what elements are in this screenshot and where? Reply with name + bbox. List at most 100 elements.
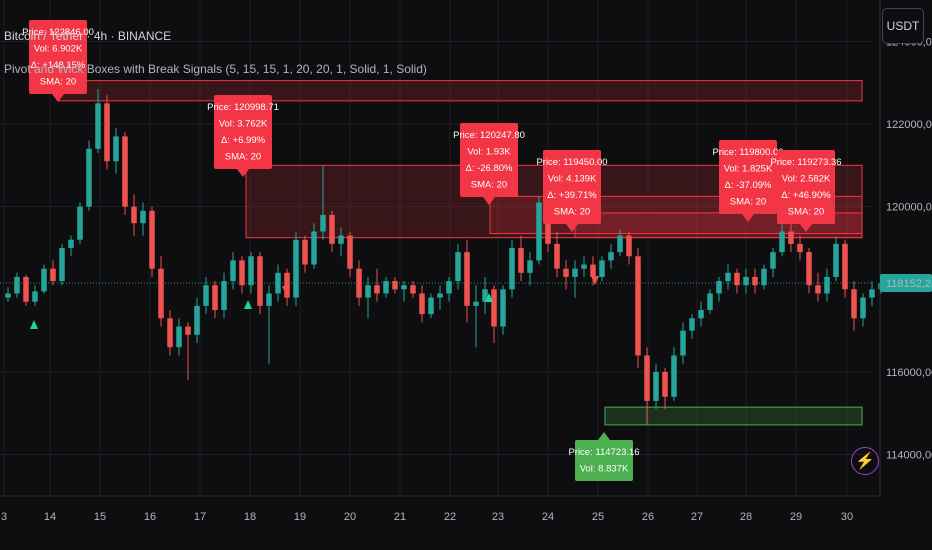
pivot-labels: Price: 122846.00 Vol: 6.902K Δ: +148.15% SM… [22, 20, 842, 481]
price-axis[interactable]: 124000,00122000,00120000,00116000,001140… [879, 0, 932, 496]
candle-body [32, 291, 38, 302]
label-line: SMA: 20 [225, 152, 261, 163]
candle-body [725, 272, 731, 282]
candle-body [311, 231, 317, 265]
candle-body [842, 243, 848, 290]
break-up-marker [485, 293, 493, 302]
candle-body [59, 248, 65, 282]
label-box [214, 95, 272, 169]
label-line: Vol: 6.902K [34, 44, 83, 55]
candle-body [788, 231, 794, 244]
candle-body [401, 285, 407, 290]
candlestick-series [5, 89, 884, 425]
candle-body [167, 318, 173, 348]
label-line: Δ: +46.90% [781, 190, 831, 201]
candle-body [707, 293, 713, 310]
candle-body [131, 206, 137, 224]
candle-body [122, 136, 128, 207]
candle-body [419, 293, 425, 315]
candle-body [869, 289, 875, 298]
candle-body [860, 297, 866, 319]
currency-button[interactable]: USDT [882, 8, 924, 44]
label-line: Price: 119800.00 [712, 147, 783, 158]
time-tick-label: 27 [691, 511, 703, 523]
candle-body [203, 285, 209, 306]
last-price-tag [880, 274, 932, 293]
candle-body [536, 202, 542, 261]
candle-body [437, 293, 443, 298]
candle-body [365, 285, 371, 298]
label-box [543, 150, 601, 224]
label-line: SMA: 20 [554, 207, 590, 218]
price-tick-label: 114000,00 [886, 450, 932, 462]
candle-body [473, 301, 479, 306]
label-line: SMA: 20 [471, 180, 507, 191]
time-tick-label: 22 [444, 511, 456, 523]
label-pointer [800, 224, 812, 232]
candle-body [86, 148, 92, 207]
label-line: Δ: -37.09% [724, 180, 772, 191]
time-tick-label: 20 [344, 511, 356, 523]
candle-body [815, 285, 821, 294]
candle-body [671, 355, 677, 397]
candle-body [347, 235, 353, 269]
chart-title[interactable]: Bitcoin / Tether · 4h · BINANCE [4, 29, 172, 43]
candle-body [149, 210, 155, 269]
candle-body [851, 289, 857, 319]
time-tick-label: 14 [44, 511, 56, 523]
candle-body [257, 256, 263, 306]
pivot-high-label: Price: 120247.80 Vol: 1.93K Δ: -26.80% SMA:… [453, 123, 525, 205]
time-tick-label: 16 [144, 511, 156, 523]
candle-body [806, 252, 812, 286]
candle-body [185, 326, 191, 335]
candle-body [482, 289, 488, 302]
break-up-marker [244, 300, 252, 309]
time-axis[interactable]: 3 14 15 16 17 18 19 20 21 22 23 24 25 26 27 28 29 30 [0, 495, 880, 523]
label-line: Price: 119450.00 [536, 157, 607, 168]
time-tick-label: 21 [394, 511, 406, 523]
candle-body [761, 268, 767, 286]
pivot-high-label: Price: 119450.00 Vol: 4.139K Δ: +39.71% SMA… [536, 150, 608, 232]
candle-body [212, 285, 218, 310]
candle-body [239, 260, 245, 286]
label-box [777, 150, 835, 224]
label-line: Price: 120998.71 [207, 102, 279, 113]
time-tick-label: 3 [1, 511, 7, 523]
candle-body [329, 214, 335, 244]
label-line: Price: 120247.80 [453, 130, 525, 141]
time-tick-label: 30 [841, 511, 853, 523]
indicator-legend[interactable]: Pivot and Wick Boxes with Break Signals … [4, 62, 427, 76]
pivot-high-label: Price: 120998.71 Vol: 3.762K Δ: +6.99% SMA:… [207, 95, 279, 177]
label-line: Δ: +6.99% [221, 135, 266, 146]
candle-body [572, 268, 578, 277]
break-signal-markers [30, 276, 599, 329]
candle-body [266, 293, 272, 306]
candle-body [248, 256, 254, 286]
label-line: SMA: 20 [40, 77, 76, 88]
label-line: Vol: 1.825K [724, 164, 773, 175]
candle-body [446, 281, 452, 294]
label-box [460, 123, 518, 197]
candle-body [689, 318, 695, 331]
label-line: Price: 114723.16 [568, 447, 639, 458]
candle-body [752, 276, 758, 286]
candle-body [68, 239, 74, 248]
label-box [719, 140, 777, 214]
pivot-high-label: Price: 119273.36 Vol: 2.582K Δ: +46.90% SMA… [770, 150, 842, 232]
time-tick-label: 29 [790, 511, 802, 523]
pivot-high-label: Price: 122846.00 Vol: 6.902K Δ: +148.15% SM… [22, 20, 94, 102]
candle-body [833, 243, 839, 277]
candle-body [320, 214, 326, 232]
time-tick-label: 17 [194, 511, 206, 523]
label-line: Δ: +39.71% [547, 190, 597, 201]
candle-body [41, 268, 47, 292]
candle-body [23, 276, 29, 302]
candle-body [770, 252, 776, 269]
lightning-icon[interactable]: ⚡ [851, 447, 879, 475]
label-pointer [237, 169, 249, 177]
candle-body [455, 252, 461, 282]
candle-body [338, 235, 344, 244]
candle-body [743, 276, 749, 286]
candle-body [527, 260, 533, 273]
